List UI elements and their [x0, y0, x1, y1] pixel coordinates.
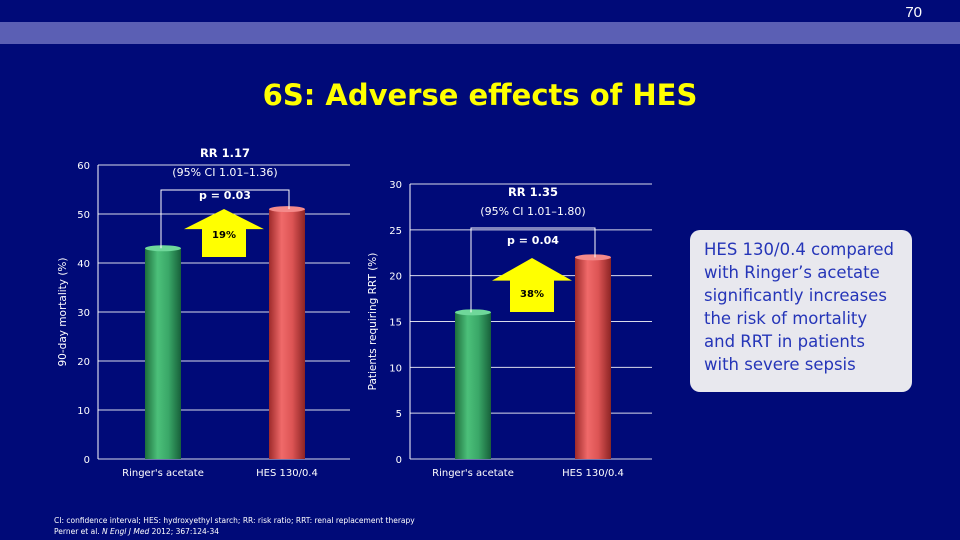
risk-ratio-label: RR 1.35	[508, 185, 558, 199]
y-tick-label: 50	[77, 210, 90, 221]
footnote-journal: N Engl J Med	[102, 527, 150, 536]
footnote-authors: Perner et al.	[54, 527, 103, 536]
y-axis-label: 90-day mortality (%)	[57, 258, 69, 367]
bar-hes	[269, 209, 305, 459]
increase-percent-label: 38%	[520, 289, 544, 300]
bar-top-cap	[145, 245, 181, 252]
y-tick-label: 10	[77, 406, 90, 417]
x-category-label: HES 130/0.4	[256, 468, 318, 479]
bar-ringers	[455, 312, 491, 459]
footnote-citation: 2012; 367:124-34	[149, 527, 220, 536]
slide-title: 6S: Adverse effects of HES	[262, 78, 698, 112]
slide-number: 70	[905, 4, 922, 21]
y-tick-label: 25	[389, 226, 402, 237]
y-tick-label: 0	[84, 455, 90, 466]
x-category-label: Ringer's acetate	[432, 468, 514, 479]
bar-top-cap	[455, 309, 491, 316]
footnote-abbreviations: CI: confidence interval; HES: hydroxyeth…	[54, 516, 415, 525]
y-tick-label: 30	[77, 308, 90, 319]
y-tick-label: 10	[389, 363, 402, 374]
bar-hes	[575, 257, 611, 459]
p-value-label: p = 0.03	[199, 189, 251, 202]
y-tick-label: 5	[396, 409, 402, 420]
increase-arrow	[184, 209, 264, 257]
x-category-label: HES 130/0.4	[562, 468, 624, 479]
comparison-bracket	[160, 189, 290, 249]
confidence-interval-label: (95% CI 1.01–1.36)	[172, 166, 277, 179]
y-tick-label: 20	[77, 357, 90, 368]
risk-ratio-label: RR 1.17	[200, 146, 250, 160]
y-tick-label: 40	[77, 259, 90, 270]
bar-ringers	[145, 248, 181, 459]
comparison-bracket	[470, 227, 596, 313]
y-axis-label: Patients requiring RRT (%)	[367, 253, 379, 391]
y-tick-label: 30	[389, 180, 402, 191]
bar-top-cap	[269, 206, 305, 213]
increase-arrow	[492, 258, 572, 312]
increase-percent-label: 19%	[212, 230, 236, 241]
y-tick-label: 15	[389, 318, 402, 329]
y-tick-label: 0	[396, 455, 402, 466]
summary-callout: HES 130/0.4 compared with Ringer’s aceta…	[690, 230, 912, 392]
bar-top-cap	[575, 254, 611, 261]
footnote-reference: Perner et al. N Engl J Med 2012; 367:124…	[54, 527, 219, 536]
y-tick-label: 20	[389, 272, 402, 283]
p-value-label: p = 0.04	[507, 234, 559, 247]
y-tick-label: 60	[77, 161, 90, 172]
confidence-interval-label: (95% CI 1.01–1.80)	[480, 205, 585, 218]
header-band	[0, 22, 960, 44]
x-category-label: Ringer's acetate	[122, 468, 204, 479]
